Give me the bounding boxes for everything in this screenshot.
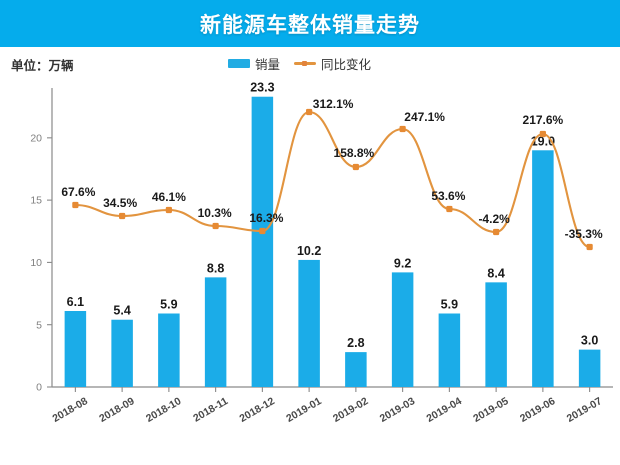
line-value-labels: 67.6% 34.5% 46.1% 10.3% 16.3% 312.1% 158.8% 247… (61, 97, 603, 241)
bar-value-label: 5.4 (113, 304, 130, 318)
line-markers (72, 108, 593, 251)
x-tick-label: 2018-09 (97, 395, 137, 425)
x-tick-label: 2019-02 (331, 395, 371, 425)
bar-2018-12[interactable] (251, 96, 274, 388)
bar-2019-07[interactable] (578, 349, 601, 387)
line-marker-2019-03[interactable] (399, 125, 406, 133)
bar-value-label: 10.2 (297, 244, 321, 258)
line-marker-2018-10[interactable] (165, 206, 172, 214)
chart-legend: 销量 同比变化 (228, 54, 371, 73)
line-marker-2018-09[interactable] (119, 212, 126, 220)
line-value-label: 46.1% (152, 190, 186, 204)
line-marker-2019-07[interactable] (586, 243, 593, 251)
unit-label: 单位：万辆 (11, 58, 74, 73)
bar-value-label: 3.0 (581, 334, 598, 348)
header-bar (0, 0, 620, 47)
line-value-label: -35.3% (565, 227, 603, 241)
bar-2018-11[interactable] (204, 277, 227, 387)
x-tick-label: 2018-10 (144, 395, 184, 425)
legend-label-yoy: 同比变化 (321, 57, 372, 72)
bar-2019-03[interactable] (391, 272, 414, 387)
bar-2019-02[interactable] (345, 352, 367, 387)
line-value-label: 16.3% (249, 211, 283, 225)
bar-2018-09[interactable] (111, 319, 133, 387)
legend-item-sales[interactable]: 销量 (228, 54, 280, 73)
y-axis: 0 5 10 15 20 (30, 88, 53, 394)
bar-value-label: 5.9 (441, 297, 458, 311)
yoy-line-path (74, 110, 591, 249)
bar-series (64, 96, 601, 388)
line-value-label: 34.5% (103, 196, 137, 210)
line-series (74, 110, 591, 249)
legend-item-yoy[interactable]: 同比变化 (294, 54, 371, 73)
line-value-label: 67.6% (61, 185, 95, 199)
bar-value-label: 8.8 (207, 261, 224, 275)
y-tick-label: 15 (30, 195, 42, 207)
x-axis: 2018-08 2018-09 2018-10 2018-11 2018-12 2019-… (50, 386, 613, 425)
bar-value-labels: 6.15.4 5.98.823.310.22.89.25.98.419.03.0 (67, 81, 599, 350)
x-tick-label: 2019-05 (471, 395, 511, 425)
x-tick-label: 2018-11 (191, 395, 230, 424)
legend-line-swatch-icon (294, 59, 317, 68)
legend-label-sales: 销量 (255, 57, 281, 72)
line-value-label: 158.8% (334, 146, 375, 160)
bar-value-label: 6.1 (67, 295, 84, 309)
x-tick-label: 2019-01 (284, 395, 324, 425)
legend-bar-swatch-icon (228, 59, 250, 68)
y-tick-group: 0 5 10 15 20 (30, 132, 52, 394)
y-tick-label: 0 (36, 382, 42, 394)
line-marker-2018-12[interactable] (259, 227, 266, 235)
line-marker-2019-01[interactable] (306, 108, 313, 116)
bar-value-label: 9.2 (394, 256, 411, 270)
bar-2018-10[interactable] (158, 313, 180, 387)
y-tick-label: 5 (36, 319, 42, 331)
bar-value-label: 8.4 (487, 266, 504, 280)
x-tick-label: 2019-03 (378, 395, 418, 425)
line-marker-2019-05[interactable] (493, 228, 500, 236)
x-tick-label: 2019-06 (518, 395, 558, 425)
x-tick-label: 2018-12 (237, 395, 277, 425)
page-title: 新能源车整体销量走势 (200, 12, 420, 37)
bar-value-label: 5.9 (160, 297, 177, 311)
line-value-label: 247.1% (404, 110, 445, 124)
bar-value-label: 2.8 (347, 336, 364, 350)
bar-2019-04[interactable] (438, 313, 461, 387)
bar-2019-05[interactable] (485, 282, 507, 387)
bar-2019-01[interactable] (298, 259, 320, 387)
x-tick-label: 2019-04 (424, 395, 464, 425)
line-marker-2019-02[interactable] (352, 163, 359, 171)
line-value-label: 312.1% (313, 97, 354, 111)
bar-2018-08[interactable] (64, 311, 87, 387)
y-tick-label: 10 (30, 257, 42, 269)
x-tick-label: 2019-07 (565, 395, 605, 425)
x-tick-group: 2018-08 2018-09 2018-10 2018-11 2018-12 2019-… (50, 387, 604, 425)
line-marker-2019-04[interactable] (446, 205, 453, 213)
y-tick-label: 20 (30, 132, 42, 144)
line-value-label: 53.6% (431, 189, 465, 203)
bar-value-label: 23.3 (250, 81, 274, 95)
line-marker-2019-06[interactable] (539, 130, 546, 138)
bar-2019-06[interactable] (532, 150, 554, 387)
line-value-label: 10.3% (198, 206, 232, 220)
x-tick-label: 2018-08 (50, 395, 90, 425)
line-value-label: 217.6% (523, 113, 564, 127)
line-value-label: -4.2% (478, 212, 510, 226)
line-marker-2018-08[interactable] (72, 201, 79, 209)
line-marker-2018-11[interactable] (212, 222, 219, 230)
